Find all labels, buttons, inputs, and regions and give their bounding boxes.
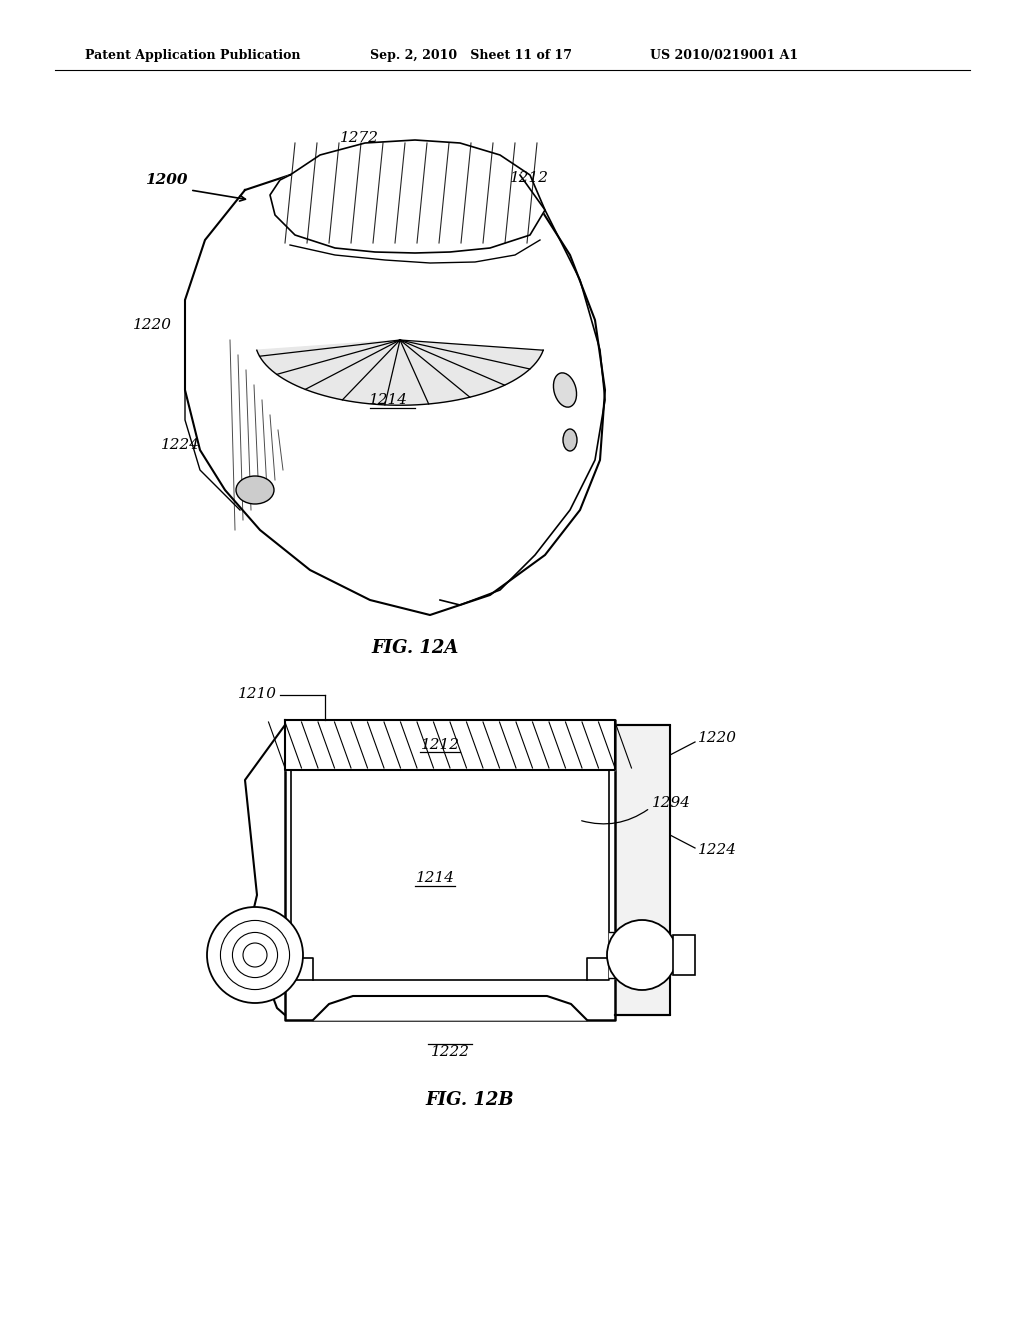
Text: 1220: 1220 xyxy=(698,731,737,744)
Polygon shape xyxy=(270,140,545,253)
Text: 1212: 1212 xyxy=(421,738,460,752)
Text: Sep. 2, 2010   Sheet 11 of 17: Sep. 2, 2010 Sheet 11 of 17 xyxy=(370,49,572,62)
Circle shape xyxy=(607,920,677,990)
Text: 1222: 1222 xyxy=(430,1045,469,1059)
Polygon shape xyxy=(609,932,625,978)
Ellipse shape xyxy=(563,429,577,451)
Text: 1220: 1220 xyxy=(133,318,172,333)
Text: 1200: 1200 xyxy=(145,173,187,187)
Text: 1212: 1212 xyxy=(510,172,549,185)
Text: 1214: 1214 xyxy=(369,393,408,407)
Text: 1272: 1272 xyxy=(340,131,379,145)
Text: 1210: 1210 xyxy=(238,686,278,701)
Text: 1224: 1224 xyxy=(161,438,200,451)
Text: 1224: 1224 xyxy=(698,843,737,857)
Ellipse shape xyxy=(236,477,274,504)
Text: US 2010/0219001 A1: US 2010/0219001 A1 xyxy=(650,49,798,62)
Bar xyxy=(673,935,695,975)
Text: FIG. 12A: FIG. 12A xyxy=(372,639,459,657)
Ellipse shape xyxy=(553,372,577,407)
Text: FIG. 12B: FIG. 12B xyxy=(426,1092,514,1109)
Circle shape xyxy=(207,907,303,1003)
Polygon shape xyxy=(285,719,615,1020)
Polygon shape xyxy=(257,341,543,405)
Polygon shape xyxy=(285,719,615,770)
Polygon shape xyxy=(185,145,605,615)
Polygon shape xyxy=(313,997,587,1020)
Text: Patent Application Publication: Patent Application Publication xyxy=(85,49,300,62)
Polygon shape xyxy=(275,932,291,978)
Text: 1294: 1294 xyxy=(652,796,691,810)
Text: 1214: 1214 xyxy=(416,871,455,884)
Polygon shape xyxy=(615,725,670,1015)
